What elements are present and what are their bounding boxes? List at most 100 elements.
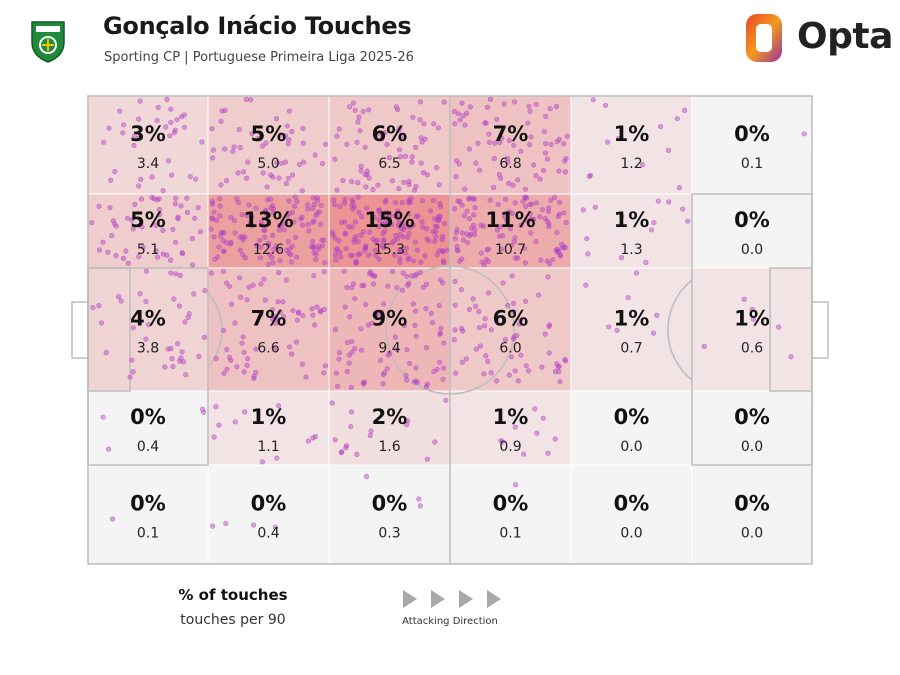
touch-dot [542, 215, 548, 222]
touch-dot [562, 245, 568, 251]
touch-dot [257, 255, 263, 261]
touch-dot [406, 280, 412, 287]
touch-dot [518, 352, 524, 358]
touch-dot [440, 376, 446, 382]
touch-dot [347, 314, 353, 320]
touch-dot [441, 99, 447, 105]
touch-dot [354, 139, 360, 145]
touch-dot [336, 126, 342, 132]
touch-dot [240, 334, 246, 340]
touch-dot [130, 226, 136, 232]
touch-dot [253, 205, 259, 211]
touch-dot [156, 196, 162, 202]
touch-dot [168, 257, 174, 263]
touch-dot [380, 372, 387, 378]
touch-dot [480, 223, 487, 229]
touch-dot [278, 132, 284, 138]
touch-dot [317, 209, 323, 215]
touch-dot [533, 238, 539, 245]
touch-dot [322, 260, 328, 266]
touch-dot [506, 180, 512, 186]
touch-dot [211, 209, 217, 215]
touch-dot [179, 349, 185, 355]
touch-dot [666, 199, 672, 205]
touch-dot [356, 114, 362, 120]
zone-per90-label: 0.1 [137, 526, 159, 542]
touch-dot [224, 346, 230, 353]
touch-dot [270, 316, 276, 322]
touch-dot [604, 139, 611, 145]
touch-dot [547, 105, 553, 112]
touch-dot [257, 244, 264, 250]
touch-dot [750, 316, 757, 322]
page-subtitle: Sporting CP | Portuguese Primeira Liga 2… [104, 50, 414, 65]
touch-dot [310, 219, 316, 225]
zone-per90-label: 6.6 [257, 341, 279, 357]
touch-dot [124, 215, 131, 221]
touch-dot [556, 136, 563, 142]
touch-dot [464, 208, 470, 214]
touch-dot [237, 247, 243, 253]
touch-dot [384, 221, 391, 227]
touch-dot [288, 252, 294, 258]
touch-dot [625, 295, 631, 301]
touch-dot [395, 213, 401, 219]
zone-per90-label: 9.4 [378, 341, 400, 357]
touch-dot [497, 139, 503, 146]
touch-dot [548, 141, 554, 148]
touch-dot [428, 310, 434, 316]
touch-dot [321, 370, 327, 376]
touch-dot [366, 175, 372, 181]
touch-dot [125, 260, 131, 267]
touch-dot [143, 268, 149, 274]
touch-dot [512, 200, 518, 206]
touch-dot [464, 231, 470, 237]
touch-dot [237, 234, 243, 240]
touch-dot [143, 336, 149, 342]
touch-dot [322, 363, 329, 369]
touch-dot [172, 239, 179, 245]
touch-dot [96, 247, 102, 253]
touch-dot [242, 234, 248, 240]
touch-dot [512, 424, 518, 430]
touch-dot [460, 237, 467, 243]
touch-dot [526, 103, 532, 109]
touch-dot [280, 299, 286, 305]
touch-dot [505, 303, 511, 309]
touch-dot [261, 276, 267, 282]
touch-dot [262, 234, 268, 240]
touch-dot [483, 353, 489, 359]
touch-dot [177, 272, 183, 279]
touch-dot [296, 161, 303, 167]
touch-dot [288, 259, 295, 265]
touch-dot [268, 172, 274, 178]
touch-dot [115, 294, 122, 300]
touch-dot [231, 144, 237, 150]
touch-dot [283, 180, 290, 187]
touch-dot [522, 260, 529, 266]
touch-dot [522, 186, 529, 192]
touch-dot [564, 133, 570, 139]
touch-dot [389, 178, 396, 184]
touch-dot [488, 370, 494, 376]
touch-dot [220, 327, 227, 334]
touch-dot [191, 291, 197, 297]
touch-dot [168, 119, 174, 125]
touch-dot [385, 283, 391, 289]
touch-dot [380, 231, 386, 237]
zone-pct-label: 5% [130, 208, 166, 232]
touch-dot [392, 334, 399, 340]
touch-dot [540, 415, 546, 421]
touch-dot [402, 250, 409, 256]
touch-dot [120, 130, 126, 136]
touch-dot [504, 155, 511, 162]
touch-dot [370, 236, 377, 242]
touch-dot [138, 196, 145, 202]
heat-zone [570, 193, 693, 269]
touch-dot [353, 258, 359, 264]
touch-dot [361, 282, 367, 289]
touch-dot [525, 120, 531, 126]
touch-dot [137, 98, 143, 104]
touch-dot [336, 356, 342, 362]
touch-dot [305, 202, 311, 208]
